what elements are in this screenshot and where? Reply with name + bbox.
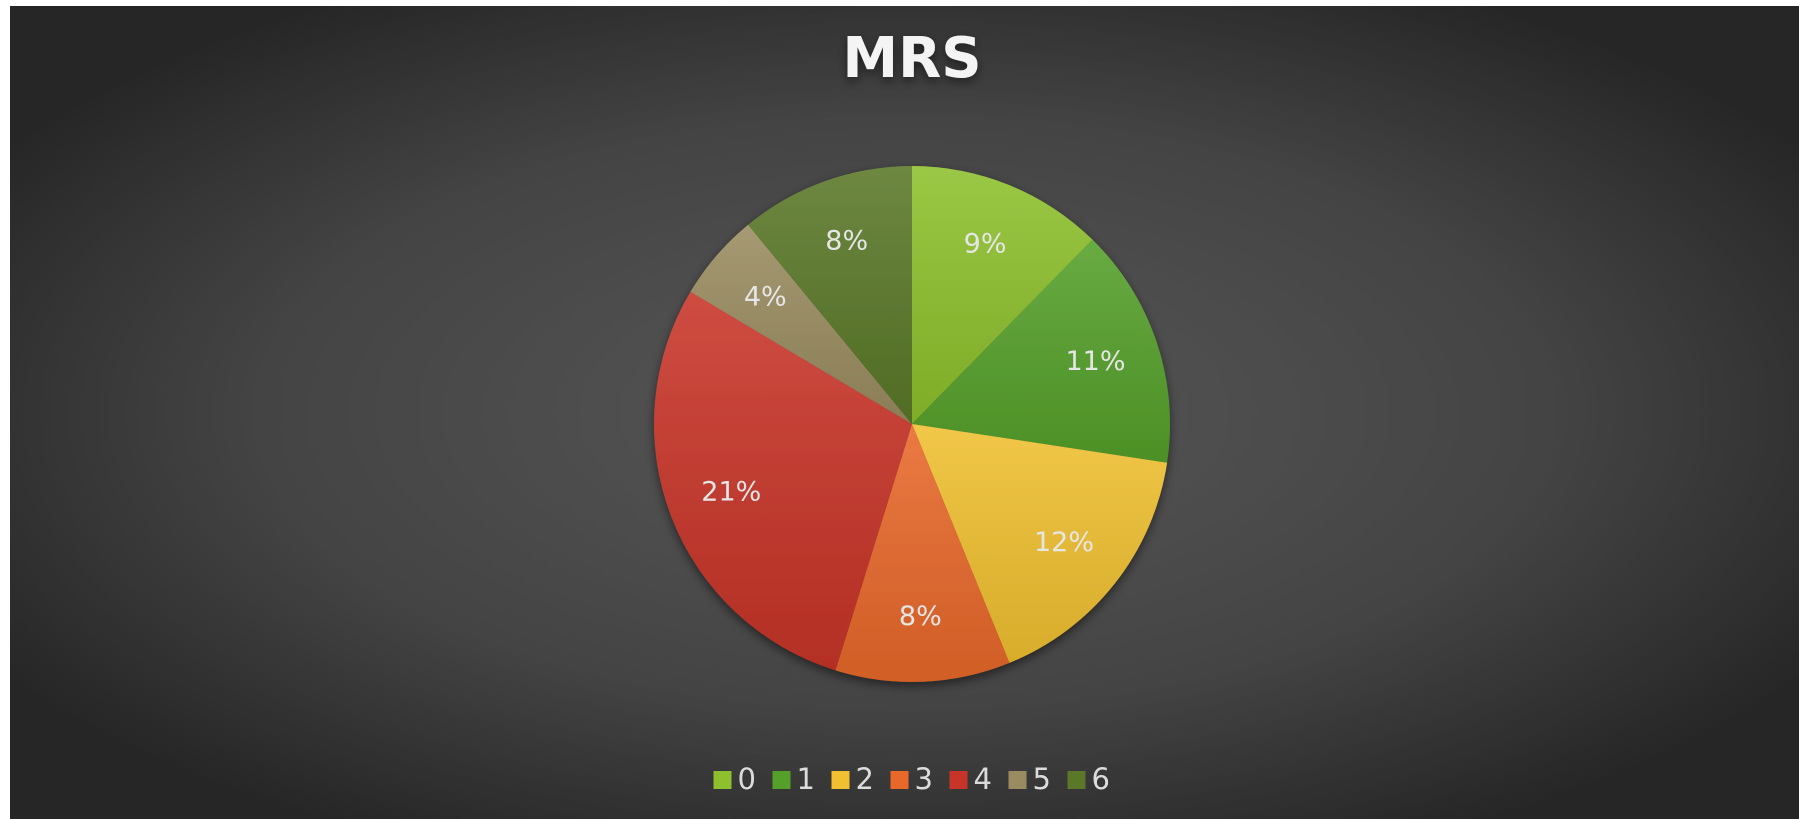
legend-label: 4 — [974, 762, 992, 796]
legend-label: 2 — [856, 762, 874, 796]
slice-shade — [912, 424, 1168, 663]
legend-label: 3 — [915, 762, 933, 796]
slice-shade — [912, 239, 1170, 463]
slice-shade — [835, 424, 1010, 682]
data-label: 21% — [701, 477, 761, 508]
slice-shade — [748, 166, 912, 424]
legend-swatch — [713, 771, 732, 789]
slice-shade — [690, 224, 912, 424]
legend-swatch — [772, 771, 791, 789]
pie — [654, 166, 1170, 682]
chart-title: MRS — [842, 26, 981, 91]
data-label: 8% — [825, 225, 868, 256]
legend-label: 1 — [797, 762, 815, 796]
data-label: 9% — [964, 228, 1007, 259]
data-label: 8% — [899, 601, 942, 632]
legend-label: 5 — [1033, 762, 1051, 796]
slice-shade — [654, 291, 912, 671]
data-label: 12% — [1034, 527, 1094, 558]
legend-swatch — [949, 771, 968, 789]
legend-swatch — [831, 771, 850, 789]
slice-shade — [912, 166, 1093, 424]
legend-label: 6 — [1092, 762, 1110, 796]
data-label: 11% — [1066, 346, 1126, 377]
legend-swatch — [1067, 771, 1086, 789]
legend-label: 0 — [738, 762, 756, 796]
data-label: 4% — [744, 281, 787, 312]
legend-swatch — [1008, 771, 1027, 789]
legend-swatch — [890, 771, 909, 789]
